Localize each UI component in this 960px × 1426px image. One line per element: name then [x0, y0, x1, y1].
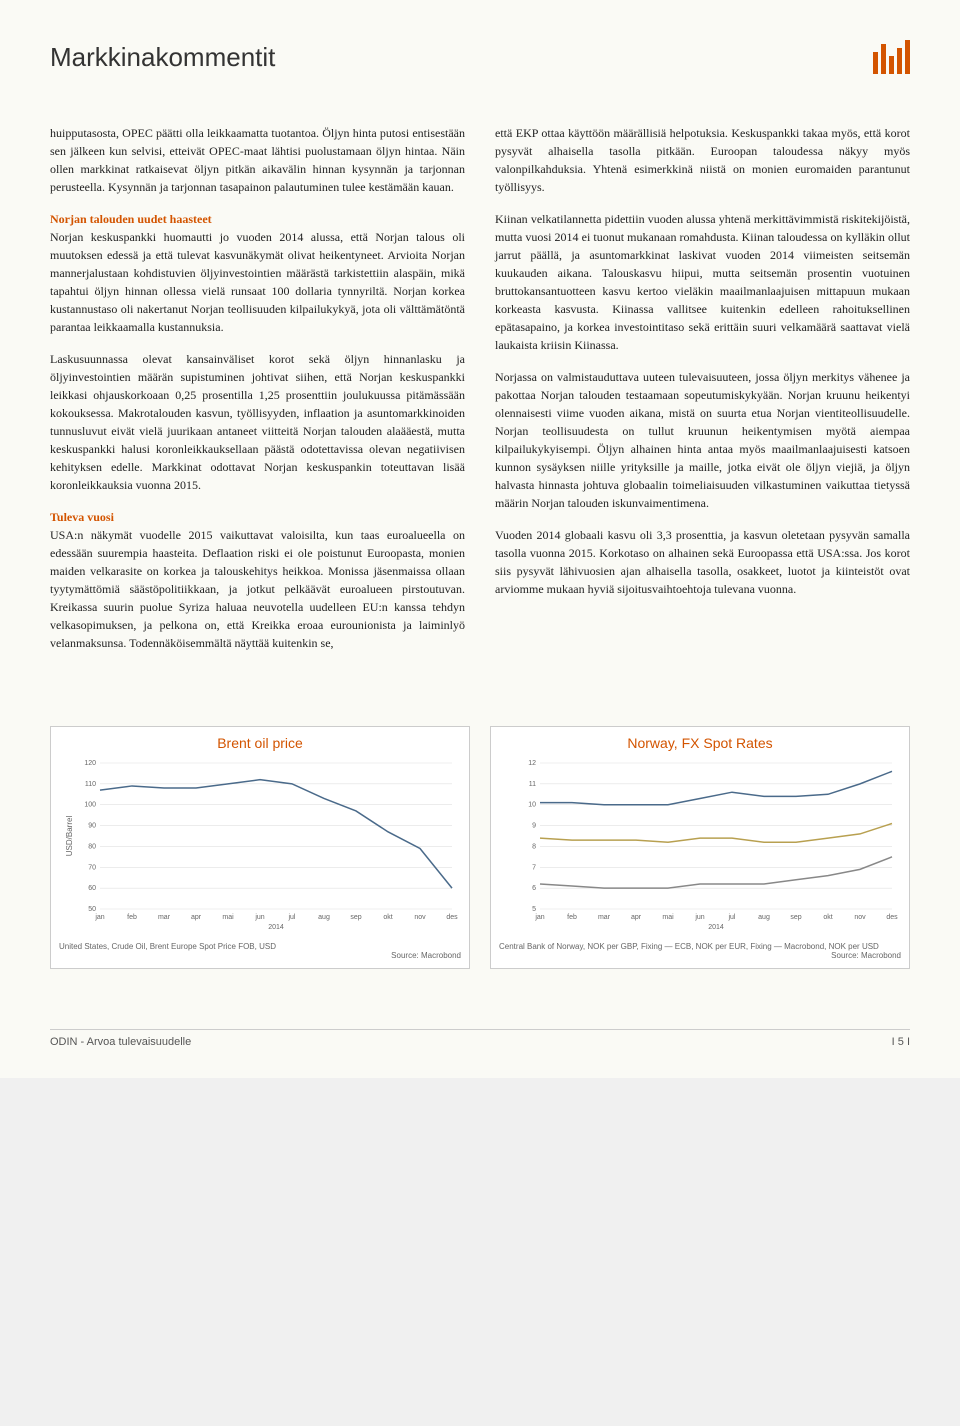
svg-text:90: 90	[88, 823, 96, 830]
svg-text:okt: okt	[383, 914, 392, 921]
svg-text:5: 5	[532, 906, 536, 913]
svg-text:jul: jul	[727, 914, 735, 921]
svg-text:des: des	[886, 914, 898, 921]
svg-text:des: des	[446, 914, 458, 921]
para: Norjan talouden uudet haasteet Norjan kes…	[50, 210, 465, 336]
charts-row: Brent oil price 50 60 70 80 90 100 110 120 jan fe…	[50, 726, 910, 969]
svg-text:jan: jan	[534, 914, 544, 921]
svg-text:nov: nov	[854, 914, 866, 921]
left-column: huipputasosta, OPEC päätti olla leikkaam…	[50, 124, 465, 666]
header-bar: Markkinakommentit	[50, 40, 910, 74]
svg-text:12: 12	[528, 760, 536, 767]
body-columns: huipputasosta, OPEC päätti olla leikkaam…	[50, 124, 910, 666]
chart-svg: 5 6 7 8 9 10 11 12 jan feb mar apr mai jun jul aug sep ok…	[499, 757, 901, 937]
footer-left: ODIN - Arvoa tulevaisuudelle	[50, 1036, 191, 1048]
svg-text:mai: mai	[222, 914, 234, 921]
para: Tuleva vuosi USA:n näkymät vuodelle 2015 …	[50, 508, 465, 652]
chart-source: Source: Macrobond	[499, 951, 901, 960]
svg-text:jul: jul	[287, 914, 295, 921]
para: Laskusuunnassa olevat kansainväliset kor…	[50, 350, 465, 494]
svg-text:7: 7	[532, 864, 536, 871]
chart-title: Norway, FX Spot Rates	[499, 735, 901, 751]
svg-text:100: 100	[84, 802, 96, 809]
chart-source: Source: Macrobond	[59, 951, 461, 960]
footer-right: I 5 I	[892, 1036, 910, 1048]
svg-text:80: 80	[88, 843, 96, 850]
chart-legend: Central Bank of Norway, NOK per GBP, Fix…	[499, 942, 901, 951]
chart-fx: Norway, FX Spot Rates 5 6 7 8 9 10 11 12 jan feb m…	[490, 726, 910, 969]
svg-text:USD/Barrel: USD/Barrel	[65, 816, 74, 857]
svg-text:2014: 2014	[268, 924, 284, 931]
svg-text:aug: aug	[758, 914, 770, 921]
chart-title: Brent oil price	[59, 735, 461, 751]
svg-text:2014: 2014	[708, 924, 724, 931]
svg-text:feb: feb	[567, 914, 577, 921]
right-column: että EKP ottaa käyttöön määrällisiä help…	[495, 124, 910, 666]
para: huipputasosta, OPEC päätti olla leikkaam…	[50, 124, 465, 196]
chart-brent: Brent oil price 50 60 70 80 90 100 110 120 jan fe…	[50, 726, 470, 969]
subhead: Tuleva vuosi	[50, 510, 114, 524]
svg-text:9: 9	[532, 823, 536, 830]
svg-text:jan: jan	[94, 914, 104, 921]
svg-text:jun: jun	[254, 914, 264, 921]
para: Norjassa on valmistauduttava uuteen tule…	[495, 368, 910, 512]
para: Vuoden 2014 globaali kasvu oli 3,3 prose…	[495, 526, 910, 598]
svg-text:mar: mar	[158, 914, 171, 921]
svg-text:60: 60	[88, 885, 96, 892]
svg-text:11: 11	[529, 781, 536, 788]
svg-text:110: 110	[85, 781, 96, 788]
logo	[873, 40, 910, 74]
svg-text:sep: sep	[350, 914, 361, 921]
para: että EKP ottaa käyttöön määrällisiä help…	[495, 124, 910, 196]
svg-text:mar: mar	[598, 914, 611, 921]
svg-text:120: 120	[84, 760, 96, 767]
svg-text:aug: aug	[318, 914, 330, 921]
svg-text:10: 10	[528, 802, 536, 809]
svg-text:8: 8	[532, 843, 536, 850]
svg-text:apr: apr	[191, 914, 202, 921]
svg-text:50: 50	[88, 906, 96, 913]
chart-legend: United States, Crude Oil, Brent Europe S…	[59, 942, 461, 951]
svg-text:nov: nov	[414, 914, 426, 921]
para-text: Norjan keskuspankki huomautti jo vuoden …	[50, 230, 465, 334]
para: Kiinan velkatilannetta pidettiin vuoden …	[495, 210, 910, 354]
svg-text:apr: apr	[631, 914, 642, 921]
page-title: Markkinakommentit	[50, 42, 275, 73]
svg-text:sep: sep	[790, 914, 801, 921]
svg-text:mai: mai	[662, 914, 674, 921]
svg-text:jun: jun	[694, 914, 704, 921]
footer: ODIN - Arvoa tulevaisuudelle I 5 I	[50, 1029, 910, 1048]
chart-svg: 50 60 70 80 90 100 110 120 jan feb mar apr mai jun jul…	[59, 757, 461, 937]
subhead: Norjan talouden uudet haasteet	[50, 212, 212, 226]
svg-text:okt: okt	[823, 914, 832, 921]
svg-text:feb: feb	[127, 914, 137, 921]
svg-text:6: 6	[532, 885, 536, 892]
para-text: USA:n näkymät vuodelle 2015 vaikuttavat …	[50, 528, 465, 650]
svg-text:70: 70	[88, 864, 96, 871]
